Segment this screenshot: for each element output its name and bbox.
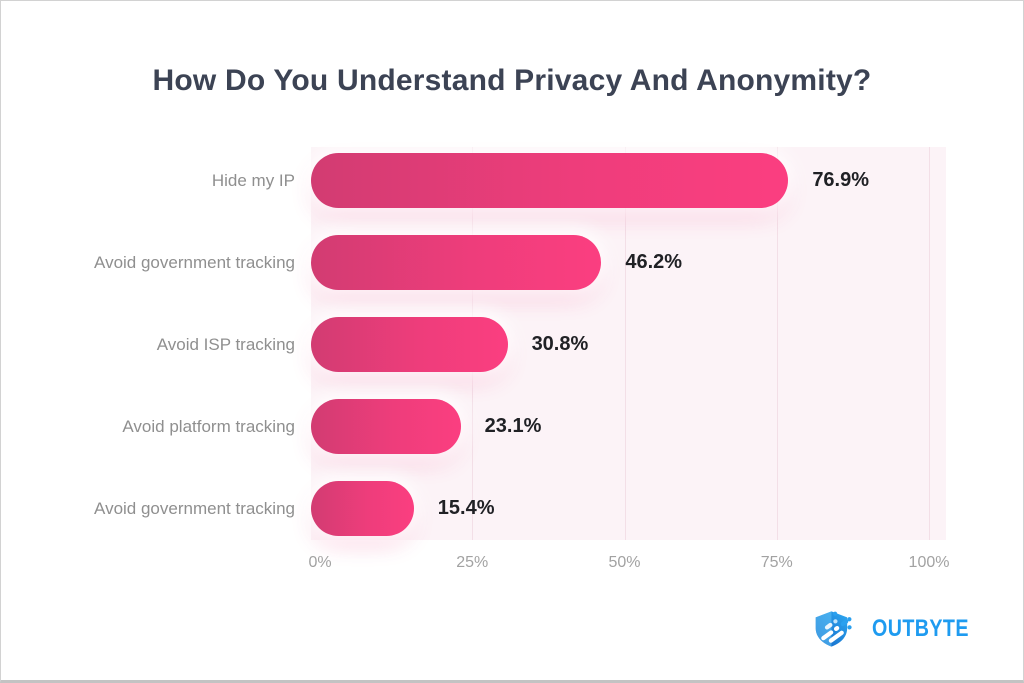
x-axis-tick: 0% bbox=[308, 554, 332, 571]
bar-value-label: 46.2% bbox=[625, 251, 683, 273]
bar bbox=[311, 481, 414, 536]
outbyte-wordmark: OUTBYTE bbox=[871, 615, 969, 642]
category-label: Avoid platform tracking bbox=[122, 416, 295, 436]
category-label: Hide my IP bbox=[211, 170, 295, 190]
bar bbox=[311, 235, 602, 290]
x-axis-tick: 75% bbox=[760, 554, 793, 571]
gridline bbox=[929, 147, 930, 540]
bar bbox=[311, 399, 461, 454]
bar-value-label: 15.4% bbox=[437, 497, 495, 519]
outbyte-logo: OUTBYTE bbox=[812, 604, 990, 654]
bar bbox=[311, 153, 789, 208]
bar bbox=[311, 317, 508, 372]
x-axis-tick: 50% bbox=[608, 554, 641, 571]
gridline bbox=[776, 147, 778, 540]
chart-title: How Do You Understand Privacy And Anonym… bbox=[152, 64, 872, 97]
bar-value-label: 76.9% bbox=[812, 169, 870, 191]
x-axis-tick: 25% bbox=[456, 554, 489, 571]
x-axis-tick: 100% bbox=[908, 554, 950, 571]
bar-value-label: 23.1% bbox=[484, 415, 542, 437]
category-label: Avoid government tracking bbox=[94, 498, 295, 518]
gridline bbox=[624, 147, 626, 540]
bar-value-label: 30.8% bbox=[531, 333, 589, 355]
outbyte-shield-icon bbox=[815, 611, 852, 647]
category-label: Avoid government tracking bbox=[94, 252, 295, 272]
category-label: Avoid ISP tracking bbox=[156, 334, 295, 354]
